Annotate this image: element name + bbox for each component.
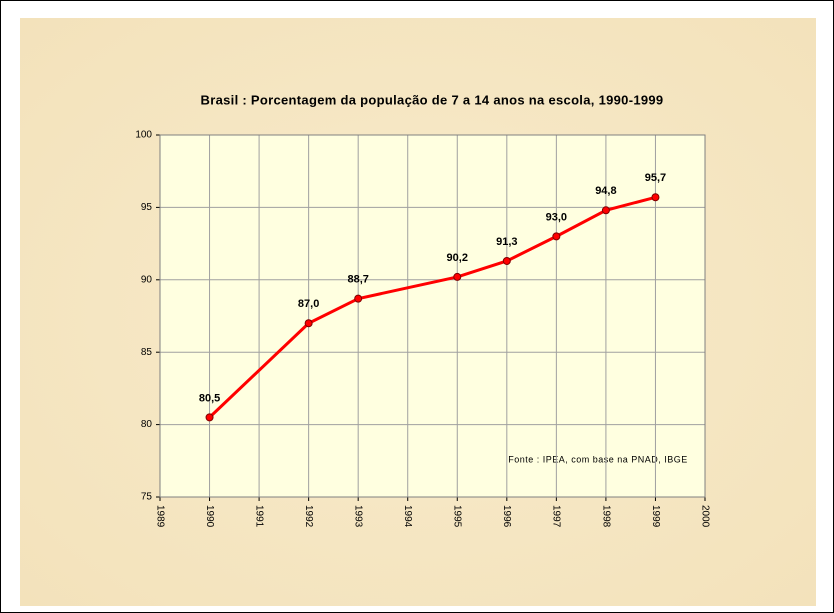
data-label: 91,3 xyxy=(496,236,517,248)
data-label: 88,7 xyxy=(347,274,368,286)
point xyxy=(304,319,313,328)
x-tick-label: 1995 xyxy=(452,505,463,528)
y-tick-label: 85 xyxy=(141,347,153,358)
data-label: 80,5 xyxy=(199,392,220,404)
point xyxy=(502,256,511,265)
data-label: 94,8 xyxy=(595,185,616,197)
y-tick-label: 90 xyxy=(141,274,153,285)
data-label: 90,2 xyxy=(447,252,468,264)
line xyxy=(208,195,656,419)
x-tick-label: 1991 xyxy=(253,505,264,528)
data-label: 93,0 xyxy=(546,211,567,223)
x-tick-label: 1999 xyxy=(650,505,661,528)
source-note: Fonte : IPEA, com base na PNAD, IBGE xyxy=(508,454,688,464)
chart-title: Brasil : Porcentagem da população de 7 a… xyxy=(201,92,664,107)
point xyxy=(651,193,660,202)
point xyxy=(552,232,561,241)
y-tick-label: 80 xyxy=(141,419,153,430)
x-tick-label: 1994 xyxy=(402,505,413,528)
x-tick-label: 1996 xyxy=(501,505,512,528)
x-tick-label: 1993 xyxy=(353,505,364,528)
y-tick-label: 100 xyxy=(135,130,152,141)
data-label: 87,0 xyxy=(298,298,319,310)
point xyxy=(453,272,462,281)
x-tick-label: 1989 xyxy=(154,505,165,528)
plot-area xyxy=(160,135,705,497)
data-label: 95,7 xyxy=(645,172,666,184)
x-tick-label: 1998 xyxy=(600,505,611,528)
point xyxy=(205,413,214,422)
y-tick-label: 75 xyxy=(141,492,153,503)
y-tick-label: 95 xyxy=(141,202,153,213)
x-tick-label: 1992 xyxy=(303,505,314,528)
point xyxy=(354,294,363,303)
x-tick-label: 1997 xyxy=(551,505,562,528)
x-tick-label: 2000 xyxy=(699,505,710,528)
plot-border xyxy=(159,134,706,498)
point xyxy=(601,206,610,215)
x-tick-label: 1990 xyxy=(204,505,215,528)
